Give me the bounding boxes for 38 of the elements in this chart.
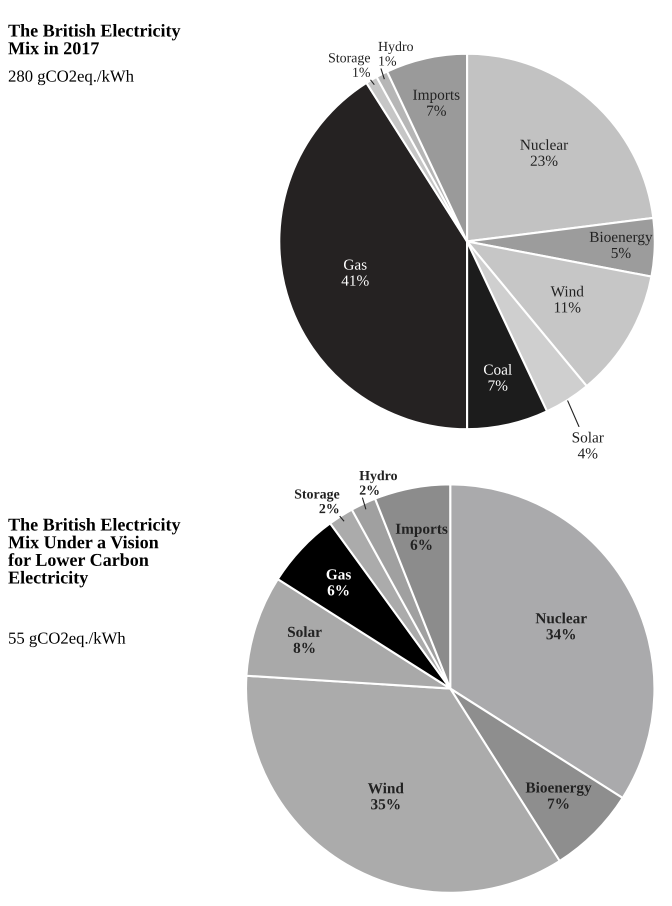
slice-label: Solar [288, 626, 322, 638]
data-label: 35% [371, 799, 400, 810]
text: 280 gCO2eq./kWh [8, 70, 134, 86]
data-label: 4% [578, 448, 598, 459]
data-label: 7% [427, 106, 446, 116]
slice-label: Hydro [359, 470, 398, 484]
slice-label: Storage [329, 53, 370, 66]
data-label: 7% [488, 380, 508, 391]
slice-label: Storage [294, 489, 340, 502]
text: The British Electricity Mix Under a Vision for Lower Carbon Electricity [8, 518, 180, 588]
data-label: 8% [294, 642, 315, 654]
data-label: 2% [319, 504, 338, 514]
slice-label: Bioenergy [590, 232, 653, 246]
slice-label: Bioenergy [526, 782, 592, 796]
slice-label: Nuclear [520, 139, 568, 150]
data-label: 1% [353, 68, 370, 78]
data-label: 34% [546, 629, 576, 640]
data-label: 7% [548, 798, 569, 809]
data-label: 1% [379, 56, 396, 66]
slice-label: Gas [326, 569, 351, 580]
data-label: 5% [612, 248, 631, 258]
text: The British Electricity Mix in 2017 [8, 24, 180, 54]
slice-label: Gas [344, 259, 367, 270]
slice-label: Wind [550, 286, 584, 297]
data-label: 41% [342, 275, 369, 286]
slice-label: Nuclear [536, 612, 587, 624]
slice-label: Coal [484, 364, 512, 375]
slice-label: Imports [413, 90, 460, 103]
slice-label: Imports [396, 524, 448, 538]
data-label: 11% [554, 302, 580, 313]
slice-label: Hydro [378, 41, 413, 54]
slice-label: Solar [572, 432, 604, 443]
data-label: 6% [328, 585, 349, 596]
slice-label: Wind [368, 782, 404, 794]
text: 55 gCO2eq./kWh [9, 632, 126, 648]
data-label: 23% [530, 156, 558, 166]
data-label: 2% [360, 485, 379, 495]
data-label: 6% [410, 540, 432, 550]
